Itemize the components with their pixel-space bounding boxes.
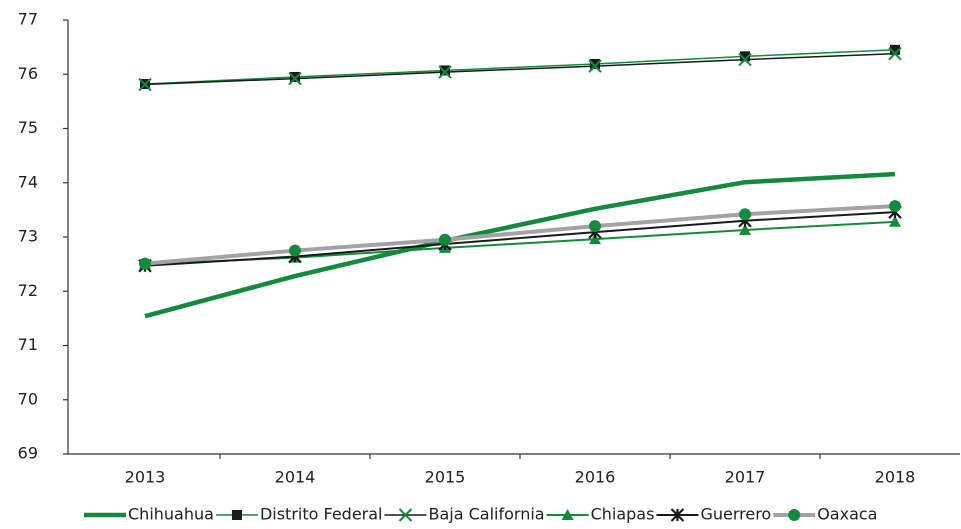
marker — [398, 508, 413, 522]
series-line — [144, 171, 896, 319]
marker — [740, 51, 750, 62]
marker — [889, 215, 901, 227]
y-tick-label: 72 — [18, 281, 38, 300]
x-tick-label: 2017 — [725, 468, 766, 487]
marker — [288, 71, 302, 86]
y-tick-label: 77 — [18, 10, 38, 29]
legend-label: Chiapas — [591, 505, 655, 524]
y-tick-label: 75 — [18, 118, 38, 137]
marker — [139, 257, 151, 270]
x-tick-label: 2013 — [125, 468, 166, 487]
legend-entry: Guerrero — [656, 505, 771, 524]
legend-entry: Baja California — [384, 505, 545, 524]
marker — [589, 220, 601, 233]
y-tick-label: 76 — [18, 64, 38, 83]
marker — [289, 244, 301, 257]
y-tick-label: 74 — [18, 172, 38, 191]
legend-entry: Chihuahua — [84, 505, 214, 524]
marker — [890, 44, 900, 55]
y-tick-label: 70 — [18, 389, 38, 408]
y-tick-label: 69 — [18, 444, 38, 463]
marker — [439, 233, 451, 246]
legend-entry: Oaxaca — [773, 505, 877, 524]
marker — [590, 58, 600, 69]
series-line — [144, 211, 896, 267]
marker — [739, 208, 751, 221]
marker — [670, 508, 685, 522]
series-line — [144, 220, 896, 266]
legend-label: Guerrero — [700, 505, 771, 524]
x-tick-label: 2015 — [425, 468, 466, 487]
y-tick-label: 73 — [18, 227, 38, 246]
marker — [138, 77, 152, 92]
y-tick-label: 71 — [18, 335, 38, 354]
marker — [888, 46, 902, 61]
legend-label: Chihuahua — [128, 505, 214, 524]
marker — [440, 65, 450, 76]
legend-entry: Chiapas — [546, 505, 655, 524]
marker — [588, 59, 602, 73]
marker — [889, 200, 901, 213]
marker — [788, 509, 801, 521]
series-line — [144, 52, 896, 86]
x-tick-label: 2014 — [275, 468, 316, 487]
x-tick-label: 2018 — [875, 468, 916, 487]
marker — [561, 509, 574, 520]
marker — [739, 223, 751, 235]
legend-entry: Distrito Federal — [215, 505, 383, 524]
series-line — [144, 49, 896, 85]
marker — [738, 52, 752, 67]
legend-label: Distrito Federal — [260, 505, 383, 524]
marker — [231, 510, 242, 520]
marker — [589, 233, 601, 245]
legend-label: Oaxaca — [817, 505, 877, 524]
legend-label: Baja California — [428, 505, 544, 524]
marker — [438, 65, 452, 79]
x-tick-label: 2016 — [575, 468, 616, 487]
marker — [290, 71, 300, 82]
series-line — [144, 204, 896, 266]
